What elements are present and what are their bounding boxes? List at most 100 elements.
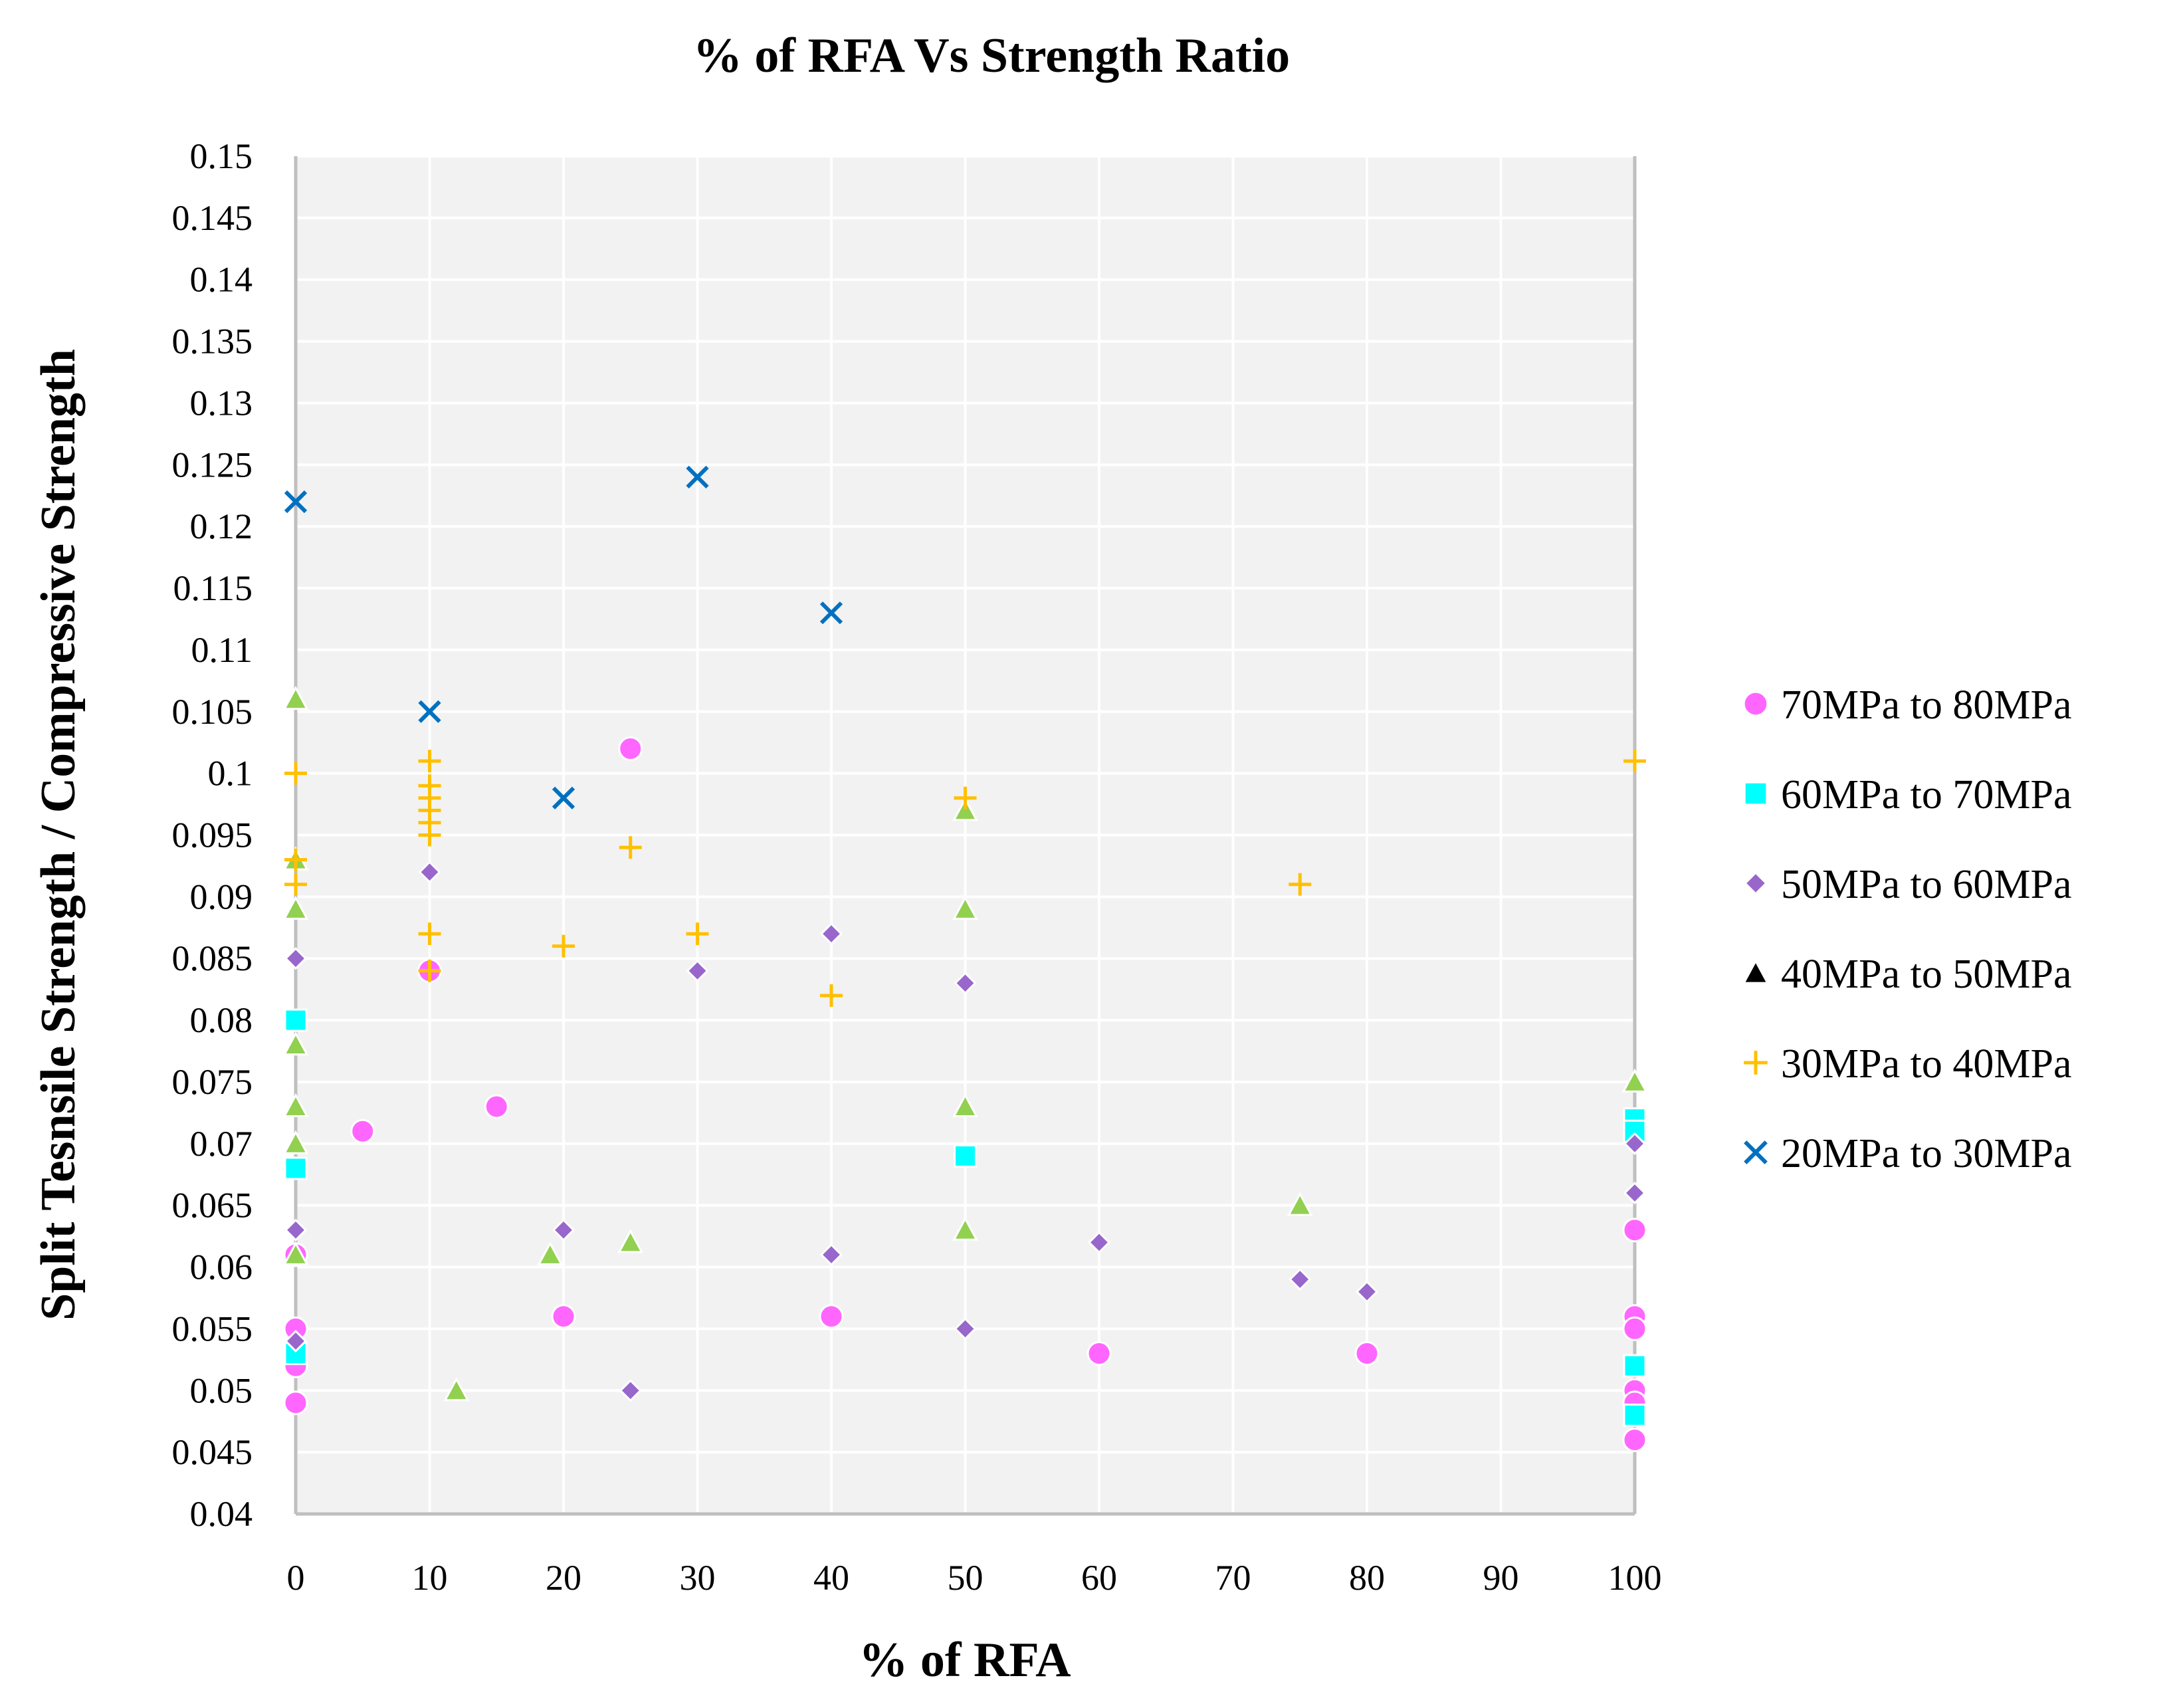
y-tick-label: 0.145	[172, 198, 253, 238]
data-point	[1623, 750, 1646, 773]
y-tick-label: 0.14	[190, 260, 253, 300]
y-tick-label: 0.135	[172, 322, 253, 362]
data-point	[1087, 1231, 1111, 1254]
y-tick-label: 0.11	[191, 630, 253, 670]
data-point	[1621, 1068, 1648, 1093]
data-point	[284, 762, 307, 785]
y-tick-label: 0.05	[190, 1370, 253, 1410]
x-tick-label: 80	[1349, 1558, 1385, 1598]
data-point	[954, 972, 977, 995]
x-tick-label: 0	[287, 1558, 305, 1598]
data-point	[282, 686, 309, 710]
data-point	[820, 984, 843, 1007]
data-point	[954, 786, 977, 809]
y-axis-title: Split Tesnsile Strength / Compressive St…	[31, 349, 86, 1321]
data-point	[1622, 1218, 1647, 1243]
data-point	[954, 1144, 977, 1168]
data-point	[282, 1093, 309, 1118]
data-point	[819, 922, 843, 946]
data-point	[1622, 1428, 1647, 1453]
data-point	[1623, 1354, 1647, 1378]
data-point	[443, 1377, 470, 1402]
x-axis-title: % of RFA	[859, 1633, 1071, 1687]
legend-label: 40MPa to 50MPa	[1781, 952, 2071, 997]
y-tick-label: 0.045	[172, 1432, 253, 1472]
data-point	[284, 947, 308, 970]
data-point	[283, 1390, 308, 1416]
y-tick-label: 0.095	[172, 815, 253, 855]
tick-labels: 0.04 0.045 0.05 0.055 0.06 0.065 0.07 0.075 0.08…	[172, 136, 1662, 1598]
series-4	[284, 750, 1646, 1007]
data-point	[282, 1241, 309, 1265]
series-1	[284, 1008, 1647, 1427]
data-point	[284, 490, 308, 514]
y-tick-label: 0.055	[172, 1309, 253, 1348]
data-point	[484, 1094, 509, 1119]
data-point	[350, 1119, 375, 1144]
data-point	[1623, 1132, 1647, 1155]
data-point	[282, 1031, 309, 1056]
series-2	[284, 861, 1647, 1402]
data-point	[952, 1216, 979, 1241]
data-point	[617, 1229, 644, 1253]
data-point	[954, 1317, 977, 1340]
data-point	[819, 601, 843, 625]
y-tick-label: 0.12	[190, 506, 253, 546]
data-point	[1354, 1341, 1380, 1366]
legend-label: 50MPa to 60MPa	[1781, 862, 2071, 907]
data-point	[1623, 1119, 1647, 1143]
y-tick-label: 0.04	[190, 1494, 253, 1534]
data-point	[952, 1093, 979, 1118]
y-tick-label: 0.075	[172, 1062, 253, 1102]
data-point	[686, 959, 709, 982]
legend-marker	[1744, 1140, 1768, 1164]
x-tick-label: 30	[680, 1558, 716, 1598]
y-tick-label: 0.09	[190, 877, 253, 916]
data-point	[284, 1329, 308, 1353]
data-point	[1623, 1181, 1647, 1205]
legend-label: 60MPa to 70MPa	[1781, 772, 2071, 817]
data-point	[284, 848, 307, 871]
y-tick-label: 0.125	[172, 445, 253, 484]
data-point	[618, 736, 643, 761]
data-point	[282, 895, 309, 920]
y-tick-label: 0.06	[190, 1247, 253, 1287]
x-tick-label: 20	[546, 1558, 581, 1598]
legend: 70MPa to 80MPa 60MPa to 70MPa 50MPa to 60M…	[1742, 683, 2071, 1176]
y-tick-label: 0.065	[172, 1186, 253, 1226]
data-point	[418, 959, 441, 982]
legend-label: 70MPa to 80MPa	[1781, 683, 2071, 728]
x-tick-label: 10	[412, 1558, 448, 1598]
data-point	[819, 1304, 844, 1329]
data-point	[552, 786, 575, 809]
y-tick-label: 0.08	[190, 1000, 253, 1040]
data-point	[284, 873, 307, 896]
data-point	[952, 797, 979, 821]
data-point	[284, 1008, 308, 1032]
x-tick-label: 70	[1215, 1558, 1251, 1598]
series-5	[284, 465, 843, 809]
data-point	[686, 922, 709, 946]
data-point	[418, 922, 441, 946]
data-point	[1622, 1316, 1647, 1341]
data-point	[819, 1243, 843, 1267]
x-tick-label: 100	[1608, 1558, 1662, 1598]
y-tick-label: 0.085	[172, 938, 253, 978]
data-point	[619, 836, 642, 859]
x-tick-label: 90	[1483, 1558, 1519, 1598]
data-point	[1287, 1192, 1313, 1216]
legend-marker	[1744, 1051, 1768, 1075]
y-tick-label: 0.1	[208, 754, 253, 794]
data-point	[619, 1379, 642, 1402]
data-point	[1087, 1341, 1112, 1366]
x-tick-label: 40	[813, 1558, 849, 1598]
data-point	[418, 861, 441, 884]
axes	[294, 156, 1637, 1516]
data-points	[282, 465, 1648, 1453]
data-point	[686, 465, 709, 489]
y-tick-label: 0.105	[172, 692, 253, 732]
data-point	[552, 934, 575, 958]
y-tick-label: 0.15	[190, 136, 253, 176]
legend-label: 30MPa to 40MPa	[1781, 1041, 2071, 1087]
